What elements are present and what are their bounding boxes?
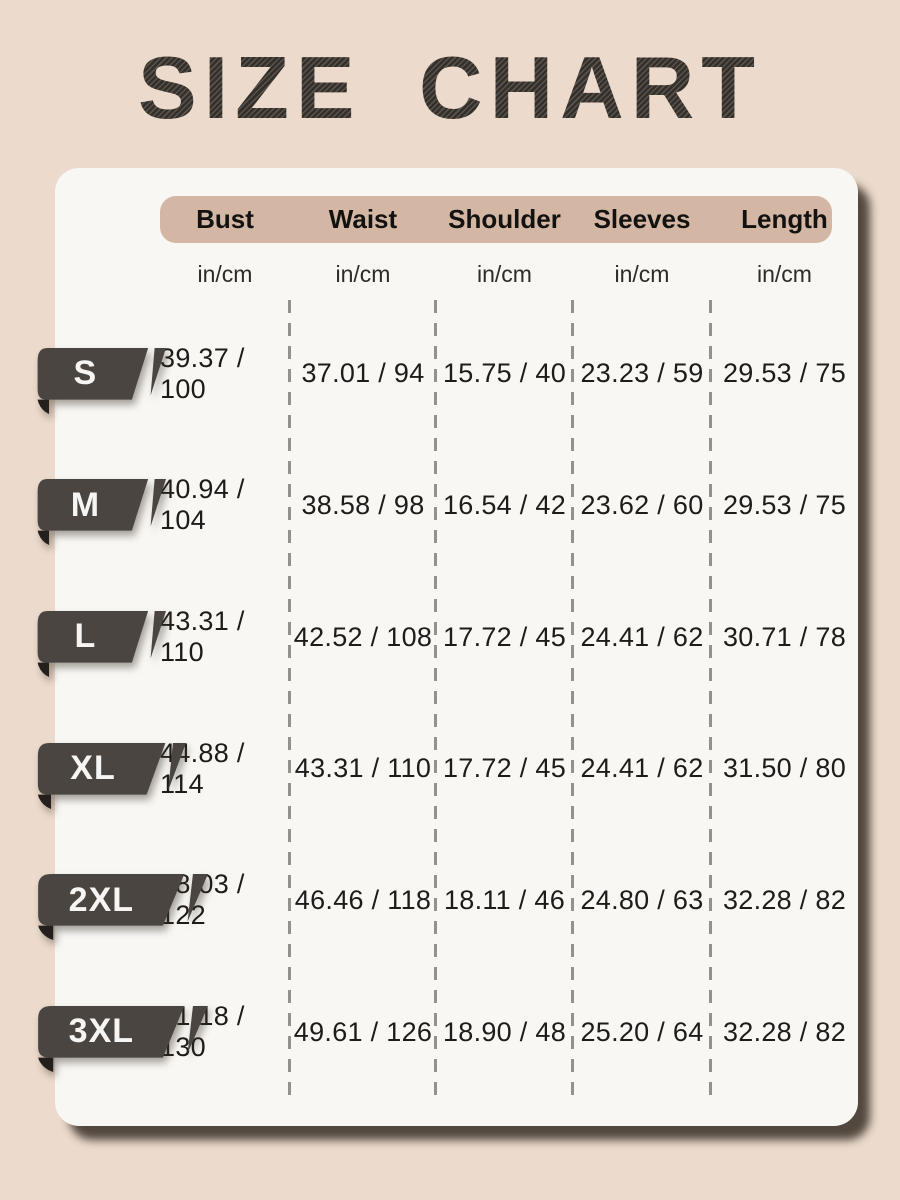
size-label: 2XL: [68, 880, 135, 919]
table-row: L 43.31 / 110 42.52 / 108 17.72 / 45 24.…: [37, 571, 858, 703]
measurement-value: 17.72 / 45: [442, 753, 567, 784]
measurement-value: 25.20 / 64: [580, 1016, 704, 1047]
size-ribbon: M: [36, 479, 166, 546]
column-separator: [709, 300, 712, 1095]
column-header-sleeves: Sleeves: [593, 204, 691, 234]
column-header-length: Length: [741, 204, 828, 234]
table-row: 2XL 48.03 / 122 46.46 / 118 18.11 / 46 2…: [38, 835, 858, 967]
size-cell: L: [37, 571, 166, 703]
size-label: 3XL: [68, 1012, 135, 1051]
header-pill-background: [160, 196, 832, 243]
measurement-value: 18.11 / 46: [443, 884, 566, 915]
size-cell: 2XL: [38, 835, 208, 967]
column-separator: [288, 300, 291, 1095]
unit-label: in/cm: [477, 260, 532, 287]
ribbon-flag-icon: [37, 479, 166, 546]
size-cell: S: [37, 308, 166, 440]
measurement-value: 40.94 / 104: [160, 474, 245, 536]
size-ribbon: XL: [36, 742, 186, 809]
size-label: L: [74, 617, 97, 656]
table-row: XL 44.88 / 114 43.31 / 110 17.72 / 45 24…: [37, 703, 858, 835]
measurement-value: 17.72 / 45: [442, 621, 567, 652]
measurement-value: 49.61 / 126: [293, 1016, 433, 1047]
measurement-value: 16.54 / 42: [442, 489, 567, 520]
measurement-value: 24.41 / 62: [580, 753, 704, 784]
measurement-value: 29.53 / 75: [722, 358, 847, 389]
ribbon-flag-icon: [37, 611, 166, 678]
column-header-shoulder: Shoulder: [448, 204, 561, 234]
table-row: M 40.94 / 104 38.58 / 98 16.54 / 42 23.6…: [37, 440, 858, 572]
measurement-value: 32.28 / 82: [722, 1016, 847, 1047]
size-label: S: [73, 354, 98, 393]
size-column-spacer: [55, 256, 160, 292]
size-chart-card: Bust Waist Shoulder Sleeves Length in/cm…: [37, 168, 858, 1126]
measurement-value: 39.37 / 100: [160, 342, 245, 404]
measurement-value: 24.41 / 62: [580, 621, 704, 652]
measurement-value: 18.90 / 48: [442, 1016, 567, 1047]
size-label: M: [70, 485, 101, 524]
units-row: in/cm in/cm in/cm in/cm in/cm: [55, 256, 858, 292]
size-column-spacer: [55, 196, 160, 243]
size-ribbon: S: [36, 347, 166, 414]
size-ribbon: L: [36, 611, 166, 678]
size-cell: XL: [37, 703, 186, 835]
measurement-value: 46.46 / 118: [294, 884, 432, 915]
size-cell: M: [37, 440, 166, 572]
measurement-value: 38.58 / 98: [301, 489, 425, 520]
measurement-value: 37.01 / 94: [301, 358, 425, 389]
column-separator: [434, 300, 437, 1095]
page-title: SIZE CHART: [0, 44, 900, 132]
size-ribbon: 3XL: [36, 1006, 208, 1073]
size-ribbon: 2XL: [36, 874, 208, 941]
ribbon-flag-icon: [38, 1006, 208, 1073]
measurement-value: 42.52 / 108: [293, 621, 433, 652]
measurement-value: 23.62 / 60: [580, 489, 704, 520]
measurement-value: 30.71 / 78: [722, 621, 847, 652]
measurement-value: 43.31 / 110: [160, 606, 245, 668]
ribbon-flag-icon: [37, 347, 166, 414]
ribbon-flag-icon: [37, 742, 186, 809]
measurement-value: 23.23 / 59: [580, 358, 704, 389]
column-separator: [571, 300, 574, 1095]
size-label: XL: [70, 749, 116, 788]
ribbon-flag-icon: [38, 874, 208, 941]
table-body: S 39.37 / 100 37.01 / 94 15.75 / 40 23.2…: [37, 308, 858, 1098]
table-header-row: Bust Waist Shoulder Sleeves Length: [55, 196, 858, 243]
unit-label: in/cm: [335, 260, 391, 287]
column-header-waist: Waist: [328, 204, 398, 234]
unit-label: in/cm: [197, 260, 253, 287]
table-row: S 39.37 / 100 37.01 / 94 15.75 / 40 23.2…: [37, 308, 858, 440]
column-header-bust: Bust: [196, 204, 254, 234]
measurement-value: 24.80 / 63: [580, 884, 704, 915]
measurement-value: 29.53 / 75: [722, 489, 847, 520]
measurement-value: 43.31 / 110: [294, 753, 432, 784]
measurement-value: 32.28 / 82: [722, 884, 847, 915]
measurement-value: 15.75 / 40: [442, 358, 567, 389]
size-cell: 3XL: [38, 966, 208, 1098]
measurement-value: 31.50 / 80: [722, 753, 847, 784]
unit-label: in/cm: [757, 260, 812, 287]
table-row: 3XL 51.18 / 130 49.61 / 126 18.90 / 48 2…: [38, 966, 858, 1098]
unit-label: in/cm: [614, 260, 670, 287]
